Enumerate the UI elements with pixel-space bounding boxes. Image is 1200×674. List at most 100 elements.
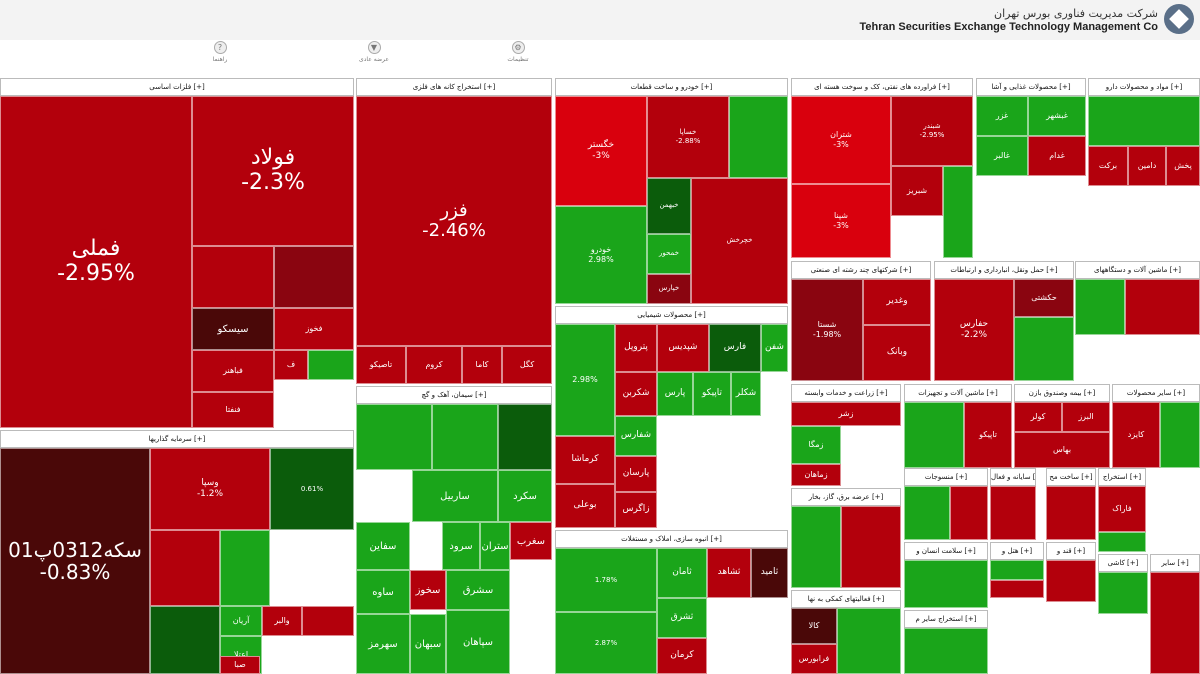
stock-tile[interactable]: ثامان: [657, 548, 707, 598]
stock-tile[interactable]: [1075, 279, 1125, 335]
stock-tile[interactable]: [1046, 486, 1096, 540]
stock-tile[interactable]: خبهمن: [647, 178, 691, 234]
stock-tile[interactable]: خپارس: [647, 274, 691, 304]
stock-tile[interactable]: سرود: [442, 522, 480, 570]
stock-tile[interactable]: 0.61%: [270, 448, 354, 530]
stock-tile[interactable]: سکرد: [498, 470, 552, 522]
stock-tile[interactable]: صبا: [220, 656, 260, 674]
stock-tile[interactable]: غدام: [1028, 136, 1086, 176]
sector-header[interactable]: خودرو و ساخت قطعات [+]: [555, 78, 788, 96]
stock-tile[interactable]: زماهان: [791, 464, 841, 486]
stock-tile[interactable]: وبانک: [863, 325, 931, 381]
stock-tile[interactable]: کالا: [791, 608, 837, 644]
stock-tile[interactable]: شبندر -2.95%: [891, 96, 973, 166]
stock-tile[interactable]: کرماشا: [555, 436, 615, 484]
sector-header[interactable]: عرضه برق، گاز، بخار [+]: [791, 488, 901, 506]
stock-tile[interactable]: تاپیکو: [964, 402, 1012, 468]
stock-tile[interactable]: بهاس: [1014, 432, 1110, 468]
stock-tile[interactable]: [150, 530, 220, 606]
stock-tile[interactable]: [192, 246, 274, 308]
stock-tile[interactable]: فملی -2.95%: [0, 96, 192, 428]
sector-header[interactable]: سرمایه گذاریها [+]: [0, 430, 354, 448]
sector-header[interactable]: زراعت و خدمات وابسته [+]: [791, 384, 901, 402]
stock-tile[interactable]: فخوز: [274, 308, 354, 350]
stock-tile[interactable]: البرز: [1062, 402, 1110, 432]
stock-tile[interactable]: سپاهان: [446, 610, 510, 674]
stock-tile[interactable]: پتروپل: [615, 324, 657, 372]
stock-tile[interactable]: ستران: [480, 522, 510, 570]
sector-header[interactable]: مواد و محصولات دارو [+]: [1088, 78, 1200, 96]
stock-tile[interactable]: [841, 506, 901, 588]
stock-tile[interactable]: [729, 96, 788, 178]
stock-tile[interactable]: والبر: [262, 606, 302, 636]
stock-tile[interactable]: کاما: [462, 346, 502, 384]
settings-button[interactable]: ⚙ تنظیمات: [488, 40, 548, 63]
stock-tile[interactable]: شکربن: [615, 372, 657, 416]
stock-tile[interactable]: [837, 608, 901, 674]
stock-tile[interactable]: شپنا -3%: [791, 184, 891, 258]
stock-tile[interactable]: شتران -3%: [791, 96, 891, 184]
stock-tile[interactable]: بوعلی: [555, 484, 615, 528]
sector-header[interactable]: هتل و [+]: [990, 542, 1044, 560]
sector-header[interactable]: سیمان، آهک و گچ [+]: [356, 386, 552, 404]
sector-header[interactable]: قند و [+]: [1046, 542, 1096, 560]
sector-header[interactable]: محصولات شیمیایی [+]: [555, 306, 788, 324]
stock-tile[interactable]: [432, 404, 498, 470]
stock-tile[interactable]: [220, 530, 270, 606]
sector-header[interactable]: استخراج [+]: [1098, 468, 1146, 486]
stock-tile[interactable]: فباهنر: [192, 350, 274, 392]
stock-tile[interactable]: کولر: [1014, 402, 1062, 432]
sector-header[interactable]: استخراج سایر م [+]: [904, 610, 988, 628]
sector-header[interactable]: ماشین آلات و تجهیزات [+]: [904, 384, 1012, 402]
stock-tile[interactable]: شپدیس: [657, 324, 709, 372]
sector-header[interactable]: استخراج کانه های فلزی [+]: [356, 78, 552, 96]
help-button[interactable]: ? راهنما: [190, 40, 250, 63]
stock-tile[interactable]: کروم: [406, 346, 462, 384]
stock-tile[interactable]: [1098, 532, 1146, 552]
stock-tile[interactable]: پخش: [1166, 146, 1200, 186]
stock-tile[interactable]: [791, 506, 841, 588]
stock-tile[interactable]: وسپا -1.2%: [150, 448, 270, 530]
normal-offer-button[interactable]: ▼ عرضه عادی: [344, 40, 404, 63]
stock-tile[interactable]: تاپیکو: [693, 372, 731, 416]
stock-tile[interactable]: غالبر: [976, 136, 1028, 176]
stock-tile[interactable]: خچرخش: [691, 178, 788, 304]
sector-header[interactable]: شرکتهای چند رشته ای صنعتی [+]: [791, 261, 931, 279]
sector-header[interactable]: منسوجات [+]: [904, 468, 988, 486]
stock-tile[interactable]: سیسکو: [192, 308, 274, 350]
sector-header[interactable]: سایر [+]: [1150, 554, 1200, 572]
stock-tile[interactable]: سفاین: [356, 522, 410, 570]
stock-tile[interactable]: آریان: [220, 606, 262, 636]
stock-tile[interactable]: شفارس: [615, 416, 657, 456]
stock-tile[interactable]: [904, 402, 964, 468]
stock-tile[interactable]: ف: [274, 350, 308, 380]
stock-tile[interactable]: حفارس -2.2%: [934, 279, 1014, 381]
stock-tile[interactable]: شبریز: [891, 166, 943, 216]
stock-tile[interactable]: ساربیل: [412, 470, 498, 522]
stock-tile[interactable]: زمگا: [791, 426, 841, 464]
stock-tile[interactable]: [1098, 572, 1148, 614]
stock-tile[interactable]: فولاد -2.3%: [192, 96, 354, 246]
stock-tile[interactable]: تاصیکو: [356, 346, 406, 384]
stock-tile[interactable]: خساپا -2.88%: [647, 96, 729, 178]
stock-tile[interactable]: دامین: [1128, 146, 1166, 186]
stock-tile[interactable]: فاراک: [1098, 486, 1146, 532]
stock-tile[interactable]: [1088, 96, 1200, 146]
stock-tile[interactable]: پارسان: [615, 456, 657, 492]
sector-header[interactable]: فراورده های نفتی، کک و سوخت هسته ای [+]: [791, 78, 973, 96]
stock-tile[interactable]: سبهان: [410, 614, 446, 674]
stock-tile[interactable]: [904, 560, 988, 608]
stock-tile[interactable]: وغدیر: [863, 279, 931, 325]
stock-tile[interactable]: شستا -1.98%: [791, 279, 863, 381]
sector-header[interactable]: فعالیتهای کمکی به نها [+]: [791, 590, 901, 608]
stock-tile[interactable]: سغرب: [510, 522, 552, 560]
stock-tile[interactable]: زاگرس: [615, 492, 657, 528]
stock-tile[interactable]: [498, 404, 552, 470]
sector-header[interactable]: سلامت انسان و [+]: [904, 542, 988, 560]
stock-tile[interactable]: 1.78%: [555, 548, 657, 612]
stock-tile[interactable]: سهرمز: [356, 614, 410, 674]
sector-header[interactable]: بیمه وصندوق بازن [+]: [1014, 384, 1110, 402]
stock-tile[interactable]: [1160, 402, 1200, 468]
sector-header[interactable]: ساخت مح [+]: [1046, 468, 1096, 486]
stock-tile[interactable]: [1150, 572, 1200, 674]
